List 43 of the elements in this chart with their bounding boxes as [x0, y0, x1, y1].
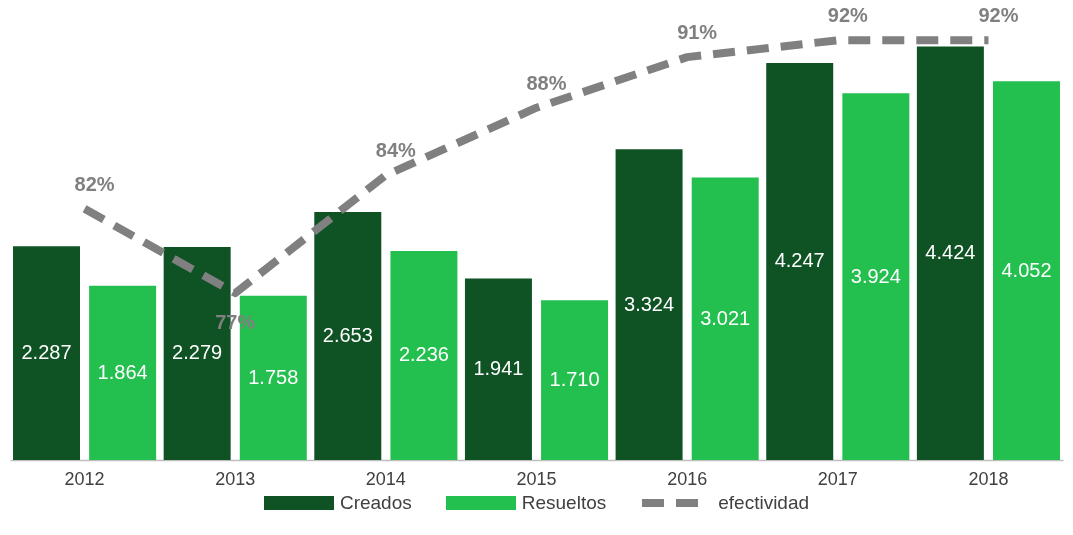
- bar: [615, 149, 683, 460]
- bar: [842, 93, 910, 460]
- bar: [916, 46, 984, 460]
- data-label: 88%: [526, 71, 567, 94]
- x-tick-label: 2016: [667, 468, 708, 489]
- data-label: 3.924: [850, 264, 901, 287]
- x-tick-label: 2014: [365, 468, 406, 489]
- data-label: 84%: [375, 139, 417, 162]
- bar: [390, 250, 458, 460]
- bar: [993, 81, 1060, 460]
- x-tick-label: 2013: [215, 468, 256, 489]
- bar: [13, 246, 80, 460]
- bar: [691, 177, 759, 460]
- legend-label: Creados: [339, 492, 412, 514]
- x-tick-label: 2012: [64, 468, 105, 489]
- data-label: 4.424: [925, 241, 976, 264]
- x-tick-label: 2017: [817, 468, 858, 489]
- data-label: 91%: [677, 21, 718, 44]
- data-label: 4.247: [774, 249, 825, 272]
- bar: [464, 278, 532, 460]
- bar: [314, 211, 382, 460]
- data-label: 1.758: [248, 365, 299, 388]
- data-label: 3.021: [700, 306, 751, 329]
- data-label: 2.653: [322, 323, 373, 346]
- data-label: 2.287: [21, 341, 72, 364]
- data-label: 77%: [215, 311, 256, 334]
- data-label: 1.864: [97, 360, 148, 383]
- data-label: 2.236: [398, 343, 449, 366]
- legend-label: efectividad: [718, 492, 810, 514]
- data-label: 92%: [978, 4, 1019, 27]
- data-label: 82%: [74, 172, 115, 195]
- bar: [766, 62, 834, 460]
- bar: [89, 285, 157, 460]
- data-label: 92%: [827, 4, 869, 27]
- data-label: 3.324: [624, 292, 675, 315]
- data-label: 1.710: [549, 368, 600, 391]
- legend-label: Resueltos: [521, 492, 607, 514]
- data-label: 2.279: [172, 341, 223, 364]
- data-label: 1.941: [473, 357, 524, 380]
- data-label: 4.052: [1001, 258, 1052, 281]
- x-tick-label: 2015: [516, 468, 557, 489]
- bar: [541, 300, 609, 460]
- x-tick-label: 2018: [968, 468, 1009, 489]
